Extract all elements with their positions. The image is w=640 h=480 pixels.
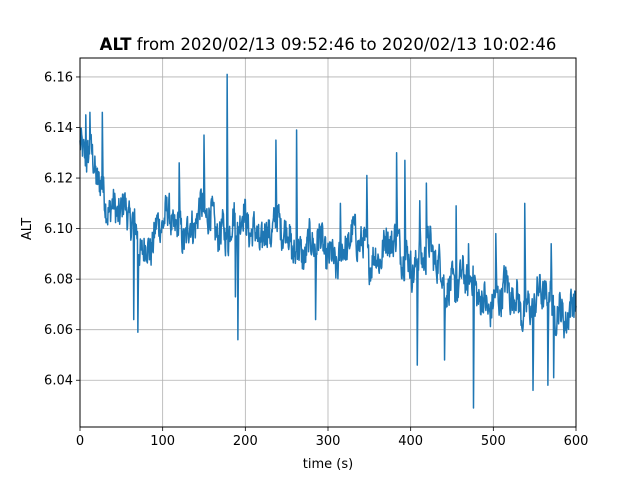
axis-ticks: 0 100 200 300 400 500 600 6.04 6.06 6.08 6.10 6.12 6… [44, 70, 588, 449]
x-tick-label: 500 [481, 434, 506, 449]
chart-title: ALT from 2020/02/13 09:52:46 to 2020/02/… [100, 35, 557, 54]
y-tick-label: 6.14 [44, 121, 73, 136]
y-tick-label: 6.04 [44, 374, 73, 389]
y-axis-label: ALT [20, 218, 35, 240]
x-tick-label: 600 [564, 434, 589, 449]
x-tick-label: 100 [150, 434, 175, 449]
y-tick-label: 6.06 [44, 323, 73, 338]
x-tick-label: 200 [233, 434, 258, 449]
y-tick-label: 6.08 [44, 273, 73, 288]
y-tick-label: 6.16 [44, 70, 73, 85]
x-tick-label: 400 [398, 434, 423, 449]
chart-title-bold: ALT [100, 35, 133, 54]
x-axis-label: time (s) [303, 457, 353, 472]
series-layer [79, 73, 577, 409]
x-tick-label: 0 [76, 434, 84, 449]
y-tick-label: 6.10 [44, 222, 73, 237]
x-tick-label: 300 [316, 434, 341, 449]
y-tick-label: 6.12 [44, 172, 73, 187]
chart-title-rest: from 2020/02/13 09:52:46 to 2020/02/13 1… [131, 35, 556, 54]
alt-series-line [79, 73, 577, 409]
